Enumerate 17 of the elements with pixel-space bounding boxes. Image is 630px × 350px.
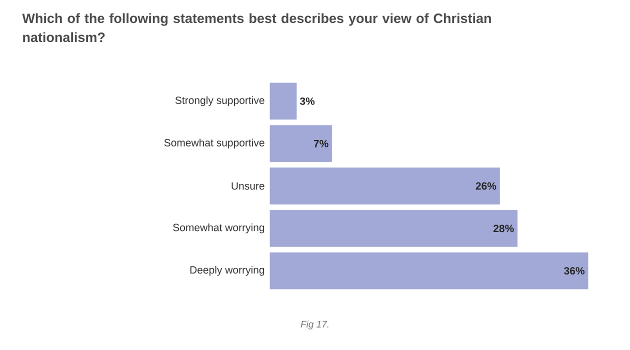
- data-label: 26%: [476, 182, 496, 190]
- data-label: 28%: [493, 224, 514, 232]
- bar: [270, 210, 518, 247]
- y-tick-label: Strongly supportive: [175, 96, 264, 106]
- y-tick-label: Deeply worrying: [190, 266, 264, 276]
- bar: [270, 168, 500, 204]
- y-tick-label: Unsure: [232, 182, 264, 190]
- y-tick-label: Somewhat supportive: [164, 138, 264, 148]
- chart-title: Which of the following statements best describes your view of Christian nationalism?: [22, 13, 491, 42]
- data-label: 7%: [314, 140, 328, 148]
- bar: [270, 82, 297, 120]
- bar: [270, 252, 588, 290]
- bar: [270, 125, 332, 162]
- caption: Fig 17.: [300, 320, 328, 330]
- data-label: 36%: [564, 267, 585, 275]
- y-tick-label: Somewhat worrying: [173, 224, 264, 234]
- data-label: 3%: [300, 97, 315, 105]
